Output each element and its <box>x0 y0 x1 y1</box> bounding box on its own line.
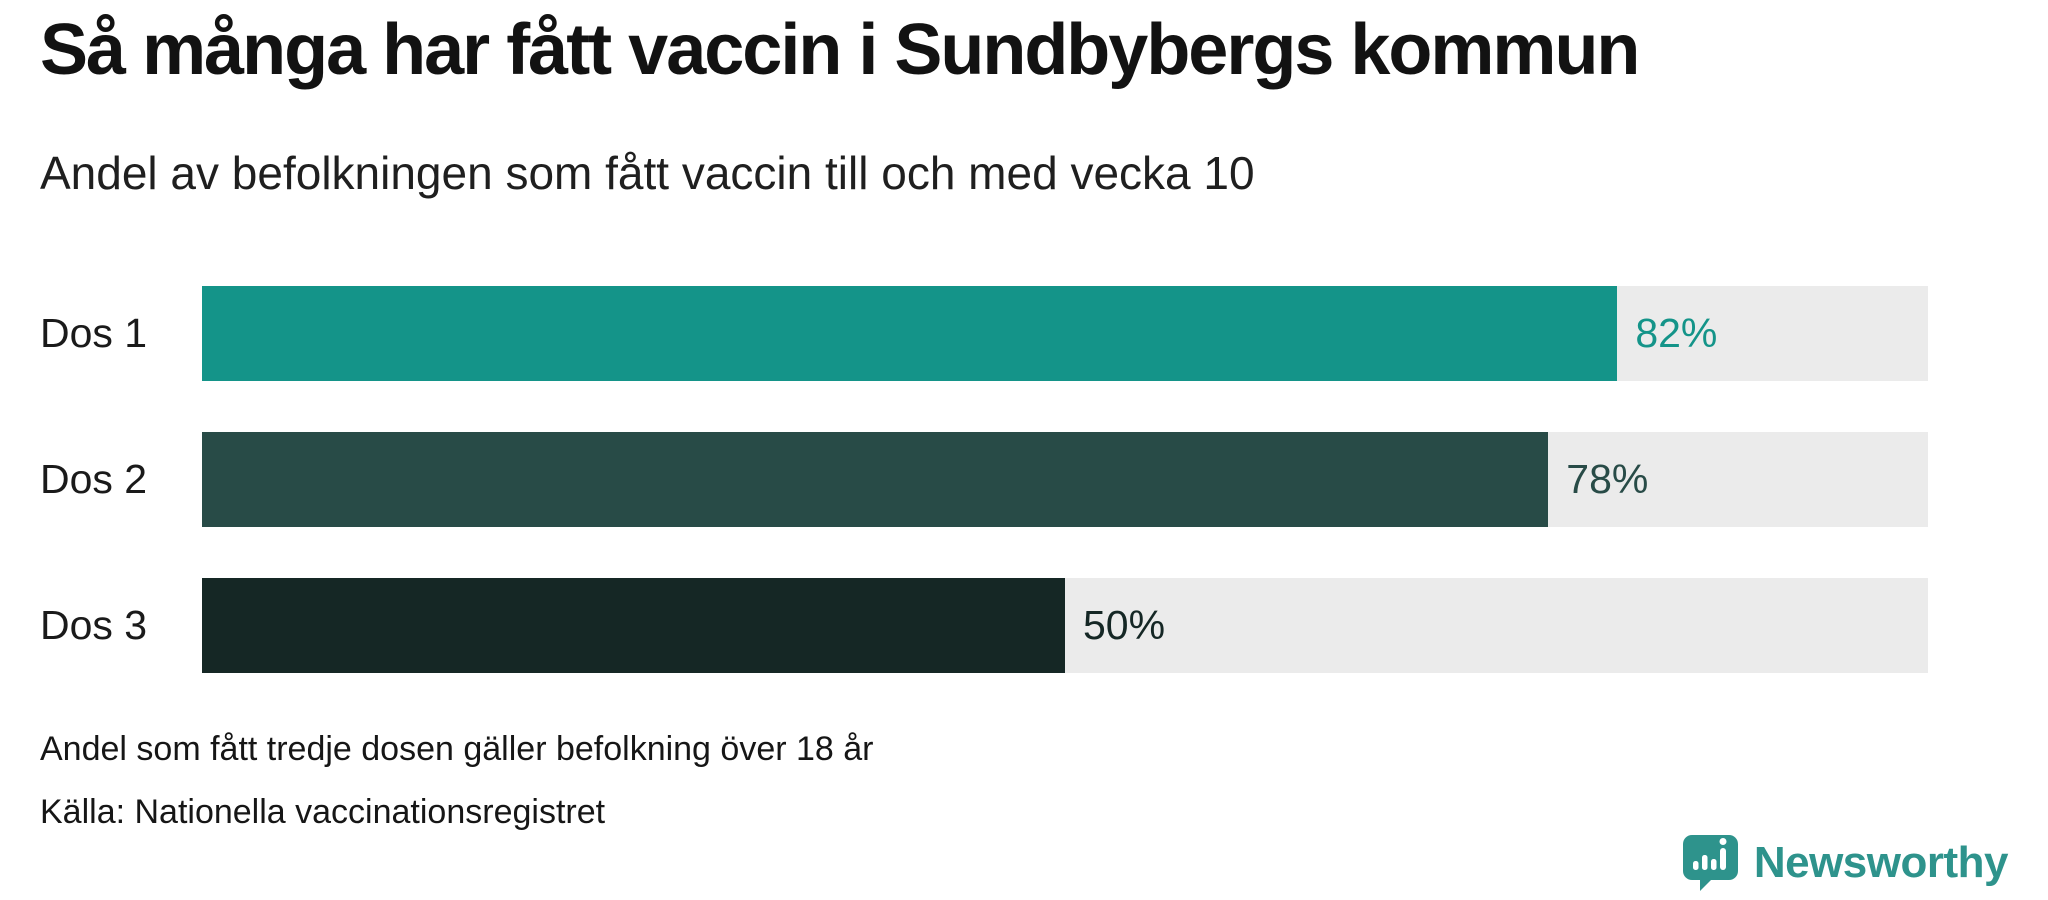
header: Så många har fått vaccin i Sundbybergs k… <box>0 0 2048 202</box>
bar-track: 78% <box>202 432 1928 528</box>
bar-track: 50% <box>202 578 1928 674</box>
bar-category-label: Dos 1 <box>40 310 148 357</box>
newsworthy-logo-icon <box>1682 834 1740 892</box>
bar-value-label: 82% <box>1635 310 1718 357</box>
footer: Andel som fått tredje dosen gäller befol… <box>0 729 2048 833</box>
bar-chart: Dos 1 82% Dos 2 78% Dos 3 50% <box>0 286 2048 674</box>
source-text: Källa: Nationella vaccinationsregistret <box>40 793 606 832</box>
page-subtitle: Andel av befolkningen som fått vaccin ti… <box>40 146 1255 199</box>
bar-row: Dos 1 82% <box>40 286 1928 382</box>
bar <box>202 578 1065 674</box>
bar-category-label: Dos 2 <box>40 456 148 503</box>
page-title: Så många har fått vaccin i Sundbybergs k… <box>40 10 1640 90</box>
newsworthy-logo[interactable]: Newsworthy <box>1682 834 2009 892</box>
newsworthy-logo-text: Newsworthy <box>1753 838 2009 887</box>
footnote-text: Andel som fått tredje dosen gäller befol… <box>40 730 874 769</box>
bar-track: 82% <box>202 286 1928 382</box>
bar <box>202 432 1549 528</box>
bar-value-label: 78% <box>1566 456 1649 503</box>
bar-value-label: 50% <box>1083 602 1166 649</box>
bar-rows: Dos 1 82% Dos 2 78% Dos 3 50% <box>40 286 1928 674</box>
bar-row: Dos 2 78% <box>40 432 1928 528</box>
bar-row: Dos 3 50% <box>40 578 1928 674</box>
bar <box>202 286 1618 382</box>
bar-category-label: Dos 3 <box>40 602 148 649</box>
